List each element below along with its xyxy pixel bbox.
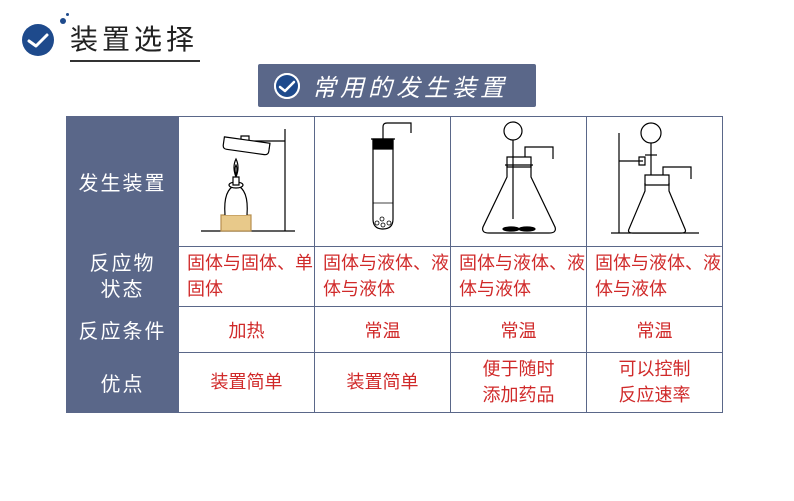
cell-cond-4: 常温 — [587, 307, 723, 353]
cell-cond-3: 常温 — [451, 307, 587, 353]
cell-state-1: 固体与固体、单固体 — [179, 247, 315, 307]
rowhdr-advantage: 优点 — [67, 353, 179, 413]
diagram-heated-tube — [183, 119, 311, 239]
cell-apparatus-4 — [587, 117, 723, 247]
cell-state-2: 固体与液体、液体与液体 — [315, 247, 451, 307]
banner-title: 常用的发生装置 — [312, 68, 508, 103]
cell-state-3: 固体与液体、液体与液体 — [451, 247, 587, 307]
cell-adv-4: 可以控制 反应速率 — [587, 353, 723, 413]
cell-adv-2: 装置简单 — [315, 353, 451, 413]
cell-adv-1: 装置简单 — [179, 353, 315, 413]
section-banner: 常用的发生装置 — [258, 64, 536, 107]
logo-icon — [22, 24, 54, 56]
cell-cond-1: 加热 — [179, 307, 315, 353]
rowhdr-apparatus: 发生装置 — [67, 117, 179, 247]
rowhdr-state: 反应物 状态 — [67, 247, 179, 307]
diagram-test-tube-delivery — [319, 119, 447, 239]
diagram-flask-dropping-funnel — [591, 119, 719, 239]
banner-logo-icon — [274, 73, 300, 99]
apparatus-table: 发生装置 — [66, 116, 723, 413]
page-title: 装置选择 — [70, 18, 200, 62]
cell-apparatus-2 — [315, 117, 451, 247]
cell-cond-2: 常温 — [315, 307, 451, 353]
cell-adv-3: 便于随时 添加药品 — [451, 353, 587, 413]
rowhdr-condition: 反应条件 — [67, 307, 179, 353]
cell-state-4: 固体与液体、液体与液体 — [587, 247, 723, 307]
diagram-flask-thistle — [455, 119, 583, 239]
cell-apparatus-3 — [451, 117, 587, 247]
cell-apparatus-1 — [179, 117, 315, 247]
